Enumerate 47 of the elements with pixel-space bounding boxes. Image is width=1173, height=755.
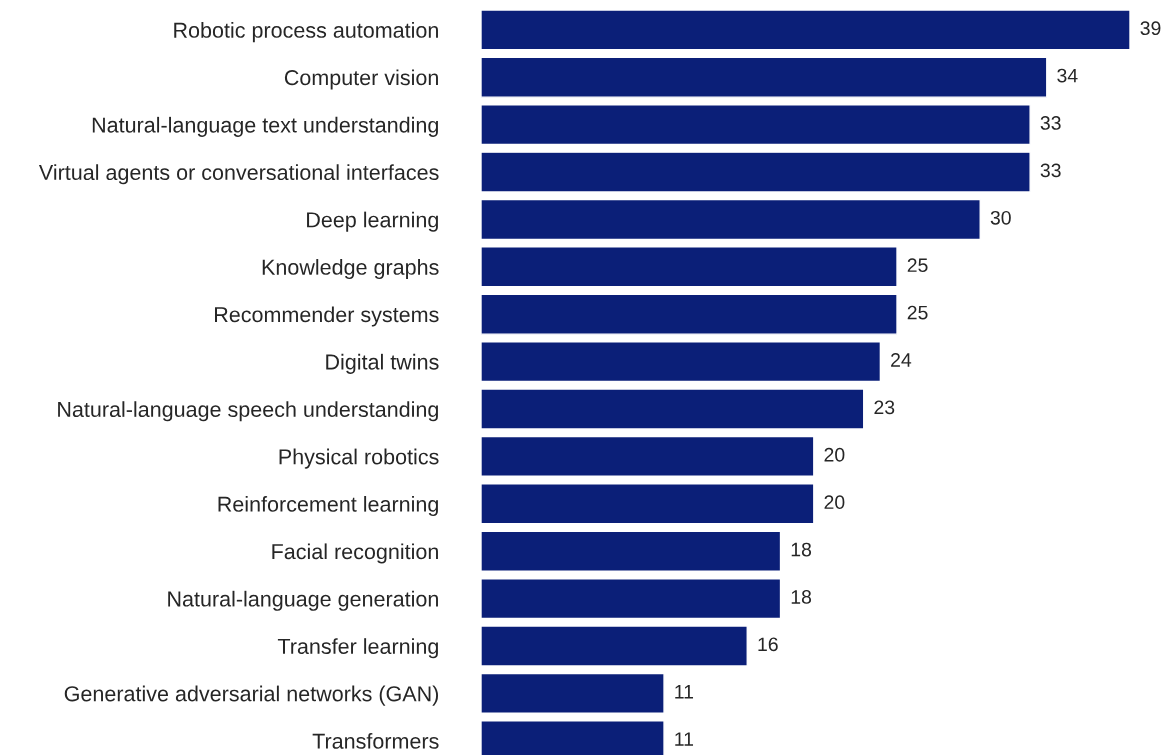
bar xyxy=(481,341,882,383)
data-label: 39 xyxy=(1140,21,1161,36)
data-label: 33 xyxy=(1040,163,1061,178)
y-tick-label: Robotic process automation xyxy=(174,22,438,43)
y-tick-label: Natural-language speech understanding xyxy=(58,401,438,422)
y-tick-label: Transformers xyxy=(312,733,439,749)
bar xyxy=(481,388,865,430)
data-label: 11 xyxy=(675,685,694,699)
y-tick-label: Generative adversarial networks (GAN) xyxy=(64,685,439,706)
bar xyxy=(481,9,1130,51)
data-label: 24 xyxy=(891,353,912,367)
y-tick-label: Virtual agents or conversational interfaces xyxy=(38,164,439,185)
data-label: 34 xyxy=(1057,68,1078,83)
bar xyxy=(481,435,815,478)
bar xyxy=(481,104,1031,146)
bar xyxy=(481,293,898,335)
y-tick-label: Knowledge graphs xyxy=(262,259,439,280)
data-label: 30 xyxy=(990,210,1011,225)
y-tick-label: Transfer learning xyxy=(277,638,438,659)
bar xyxy=(481,246,898,288)
data-label: 25 xyxy=(907,258,928,273)
bar xyxy=(481,198,981,241)
data-label: 33 xyxy=(1040,116,1061,130)
data-label: 18 xyxy=(791,590,812,604)
y-tick-label: Computer vision xyxy=(284,69,438,90)
data-label: 20 xyxy=(824,495,845,510)
bar xyxy=(481,56,1048,98)
data-label: 16 xyxy=(758,637,778,652)
data-label: 20 xyxy=(824,447,845,462)
y-tick-label: Deep learning xyxy=(307,211,438,232)
y-tick-label: Natural-language text understanding xyxy=(92,116,438,137)
y-tick-label: Natural-language generation xyxy=(168,590,438,611)
data-label: 18 xyxy=(791,542,812,557)
data-label: 23 xyxy=(874,400,895,415)
bar xyxy=(481,577,782,620)
y-tick-label: Recommender systems xyxy=(215,306,439,327)
bar xyxy=(481,151,1031,193)
bar xyxy=(481,483,815,525)
y-tick-label: Physical robotics xyxy=(279,448,439,469)
data-label: 11 xyxy=(675,732,694,746)
y-tick-label: Facial recognition xyxy=(272,543,438,564)
bar xyxy=(481,672,665,714)
data-label: 25 xyxy=(907,305,928,320)
bar xyxy=(481,530,782,572)
bar xyxy=(481,625,748,667)
y-tick-label: Digital twins xyxy=(326,353,439,374)
y-tick-label: Reinforcement learning xyxy=(218,496,438,517)
